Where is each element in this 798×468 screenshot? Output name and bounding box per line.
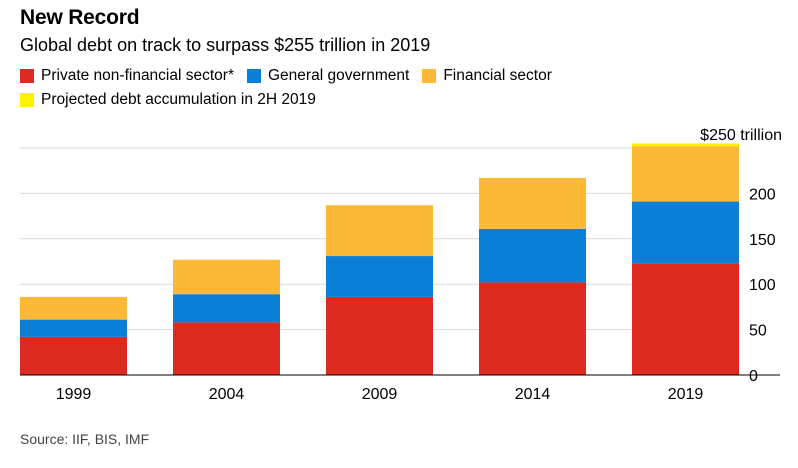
bar-1999-series-2	[20, 296, 127, 320]
bar-1999-series-1	[20, 319, 127, 337]
bar-2014-series-0	[479, 282, 586, 375]
x-tick-label-2014: 2014	[515, 386, 551, 403]
legend-item-projected: Projected debt accumulation in 2H 2019	[20, 91, 316, 109]
bar-2019-series-2	[632, 146, 739, 202]
legend-item-private: Private non-financial sector*	[20, 67, 234, 85]
y-tick-label-200: 200	[749, 186, 776, 203]
bar-2014-series-1	[479, 228, 586, 283]
bar-2004-series-1	[173, 294, 280, 323]
bar-2009-series-1	[326, 256, 433, 297]
y-tick-label-250: $250 trillion	[700, 127, 782, 144]
x-tick-label-2004: 2004	[209, 386, 245, 403]
legend-row-1: Private non-financial sector* General go…	[20, 67, 565, 85]
bar-2019-series-0	[632, 263, 739, 375]
bar-2019-series-3	[632, 143, 739, 147]
legend-label-government: General government	[268, 67, 410, 84]
bar-2004-series-0	[173, 322, 280, 375]
legend-swatch-government	[247, 69, 261, 83]
legend-item-government: General government	[247, 67, 409, 85]
chart-title: New Record	[20, 6, 140, 29]
legend-swatch-projected	[20, 93, 34, 107]
chart-subtitle: Global debt on track to surpass $255 tri…	[20, 35, 431, 55]
x-tick-label-2019: 2019	[668, 386, 704, 403]
legend-row-2: Projected debt accumulation in 2H 2019	[20, 91, 329, 109]
bar-2009-series-0	[326, 296, 433, 375]
legend-swatch-private	[20, 69, 34, 83]
y-tick-label-100: 100	[749, 277, 776, 294]
legend-label-private: Private non-financial sector*	[41, 67, 234, 84]
y-tick-label-150: 150	[749, 232, 776, 249]
legend-item-financial: Financial sector	[422, 67, 552, 85]
bar-2014-series-2	[479, 177, 586, 229]
x-tick-label-2009: 2009	[362, 386, 398, 403]
source-note: Source: IIF, BIS, IMF	[20, 431, 150, 447]
y-tick-label-50: 50	[749, 323, 767, 340]
legend-swatch-financial	[422, 69, 437, 83]
bar-2019-series-1	[632, 201, 739, 264]
bar-2004-series-2	[173, 259, 280, 295]
bar-1999-series-0	[20, 336, 127, 375]
bar-2009-series-2	[326, 205, 433, 257]
legend-label-projected: Projected debt accumulation in 2H 2019	[41, 91, 316, 108]
x-tick-label-1999: 1999	[56, 386, 92, 403]
y-tick-label-0: 0	[749, 368, 758, 385]
legend-label-financial: Financial sector	[443, 67, 552, 84]
